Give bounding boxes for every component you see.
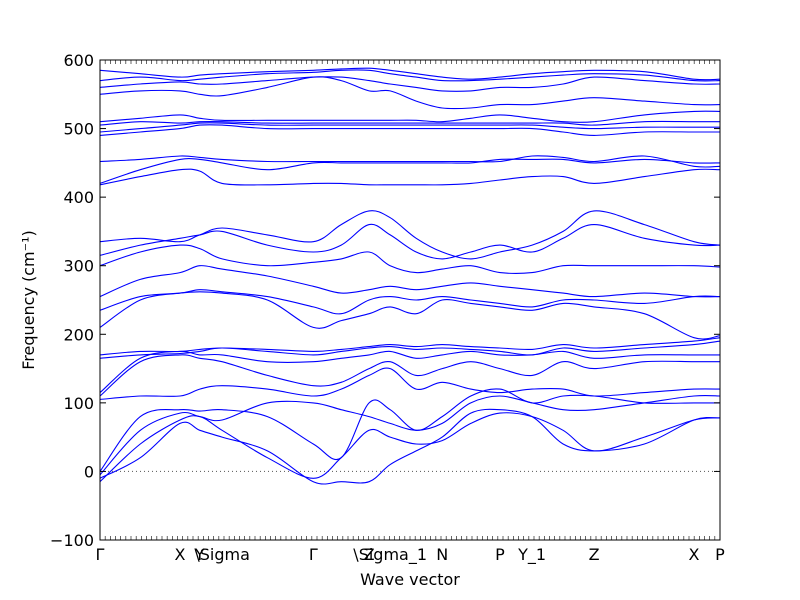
- band-line-9: [99, 337, 721, 356]
- x-tick-label: Z: [364, 545, 375, 564]
- x-tick-label: Y_1: [517, 545, 546, 565]
- band-line-17: [99, 157, 721, 184]
- band-line-20: [99, 122, 720, 133]
- band-line-2: [99, 408, 721, 485]
- x-tick-label: Γ: [96, 545, 105, 564]
- x-axis: Γ X Y\Sigma Γ Z\Sigma_1 N P Y_1 Z X P: [96, 60, 725, 565]
- band-line-16: [99, 168, 721, 186]
- band-line-18: [99, 155, 721, 168]
- band-line-26: [99, 67, 721, 81]
- y-tick-label: 500: [63, 120, 94, 139]
- band-line-15: [99, 210, 721, 260]
- band-line-22: [99, 110, 721, 123]
- series-layer: [99, 67, 721, 485]
- band-line-6: [99, 354, 720, 397]
- band-line-11: [99, 289, 721, 315]
- band-line-5: [99, 367, 721, 400]
- band-line-8: [99, 340, 721, 359]
- band-line-19: [99, 124, 720, 136]
- y-tick-label: −100: [50, 531, 94, 550]
- y-axis: −100 0 100 200 300 400 500 600: [50, 51, 720, 550]
- x-tick-label: X: [688, 545, 699, 564]
- y-tick-label: 0: [84, 462, 94, 481]
- x-tick-label: Y: [194, 545, 205, 564]
- band-line-12: [99, 265, 721, 298]
- x-tick-label: Z: [589, 545, 600, 564]
- band-line-13: [99, 244, 721, 274]
- band-line-23: [99, 76, 721, 110]
- band-line-21: [99, 120, 720, 126]
- x-tick-label: X: [174, 545, 185, 564]
- x-tick-label: P: [495, 545, 505, 564]
- y-tick-label: 400: [63, 188, 94, 207]
- x-tick-label: P: [715, 545, 725, 564]
- y-tick-label: 200: [63, 325, 94, 344]
- y-axis-label: Frequency (cm⁻¹): [19, 230, 38, 369]
- band-line-25: [99, 69, 721, 82]
- band-line-10: [99, 291, 721, 340]
- band-line-3: [99, 394, 721, 476]
- band-line-24: [99, 76, 721, 92]
- y-tick-label: 300: [63, 257, 94, 276]
- x-tick-label: N: [436, 545, 448, 564]
- band-line-7: [99, 350, 720, 394]
- x-tick-label: \Sigma_1: [353, 545, 427, 565]
- x-tick-label: Γ: [309, 545, 318, 564]
- band-line-4: [99, 388, 721, 472]
- band-line-14: [99, 223, 721, 260]
- x-axis-label: Wave vector: [360, 570, 460, 589]
- y-tick-label: 600: [63, 51, 94, 70]
- x-tick-label: \Sigma: [194, 545, 250, 564]
- y-tick-label: 100: [63, 394, 94, 413]
